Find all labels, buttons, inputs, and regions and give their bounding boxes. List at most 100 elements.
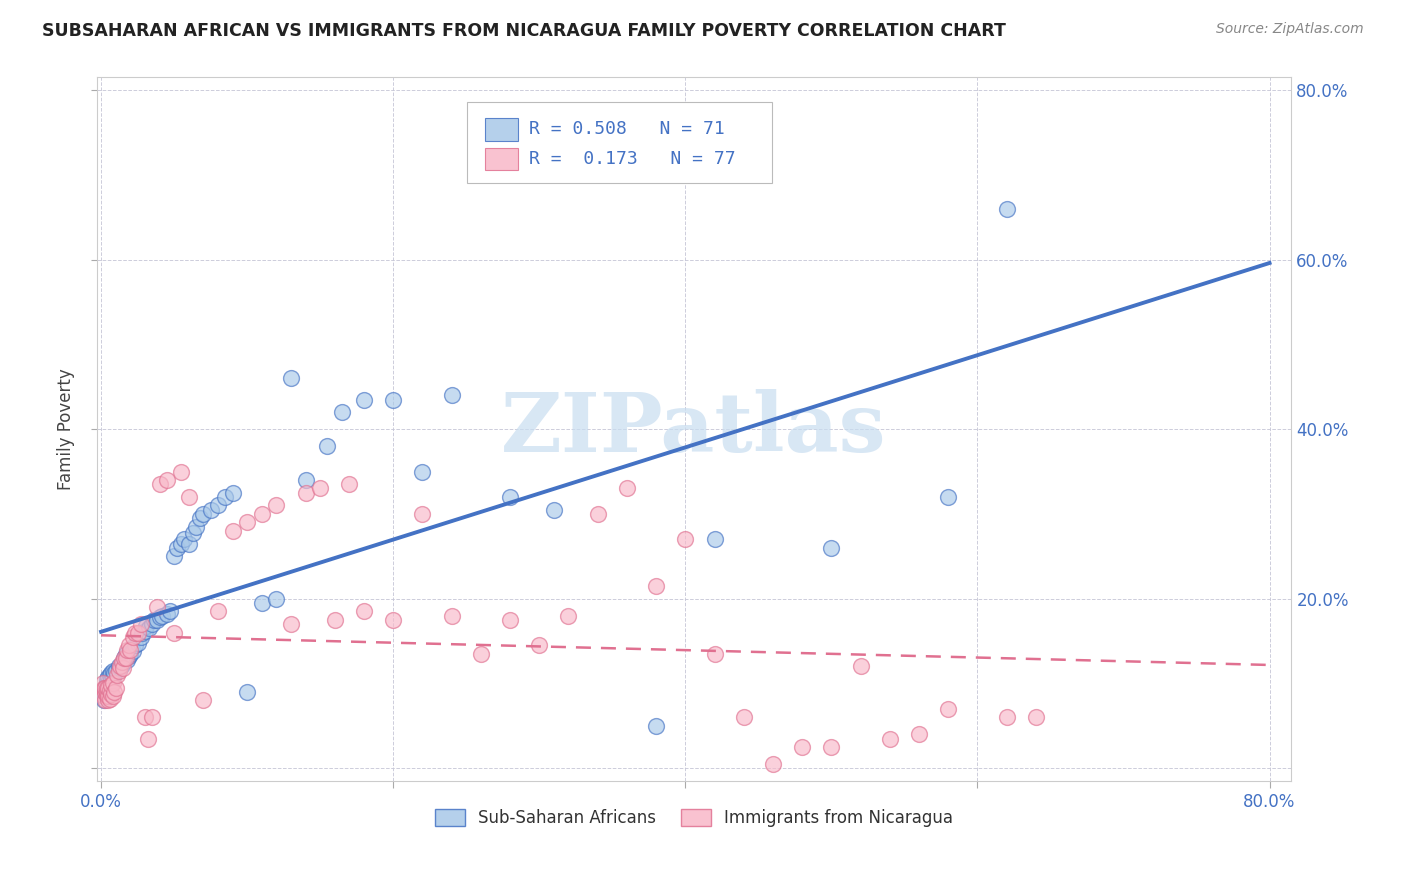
Point [131,625,153,640]
Point [97,670,120,684]
Point [141,617,163,632]
Point [645,719,668,733]
Point [733,710,755,724]
Point [173,533,195,547]
Point [110,655,132,669]
Point [557,608,579,623]
Point [382,392,405,407]
Point [98,676,121,690]
Point [908,727,931,741]
Point [98,691,121,706]
Point [280,617,302,632]
Point [114,651,136,665]
Point [703,647,725,661]
Point [193,693,215,707]
Point [134,710,156,724]
Point [543,502,565,516]
Point [97,681,120,695]
Point [120,647,142,661]
Point [879,731,901,746]
Point [1025,710,1047,724]
Point [138,621,160,635]
Point [616,482,638,496]
Point [184,519,207,533]
Point [330,405,353,419]
Point [111,661,134,675]
Point [103,685,125,699]
Point [101,676,124,690]
Point [499,490,522,504]
Point [101,689,124,703]
Point [156,607,179,621]
Point [193,507,215,521]
Text: R = 0.508   N = 71: R = 0.508 N = 71 [529,120,725,138]
Text: R =  0.173   N = 77: R = 0.173 N = 77 [529,150,735,168]
Point [145,613,167,627]
Point [94,685,117,699]
Point [762,756,785,771]
Point [110,657,132,672]
Point [266,499,288,513]
Point [936,490,959,504]
Point [105,668,128,682]
Point [152,608,174,623]
Text: SUBSAHARAN AFRICAN VS IMMIGRANTS FROM NICARAGUA FAMILY POVERTY CORRELATION CHART: SUBSAHARAN AFRICAN VS IMMIGRANTS FROM NI… [42,22,1007,40]
Point [118,638,141,652]
Point [586,507,609,521]
Point [100,666,122,681]
Point [170,465,193,479]
Point [97,689,120,703]
Point [108,661,131,675]
Point [94,693,117,707]
Point [995,202,1018,216]
Point [250,596,273,610]
Point [316,439,339,453]
Point [170,536,193,550]
Point [97,676,120,690]
Point [294,485,316,500]
Point [163,625,186,640]
Point [97,681,120,695]
Point [250,507,273,521]
Point [382,613,405,627]
Point [200,502,222,516]
Point [936,702,959,716]
Point [207,604,229,618]
Point [309,482,332,496]
Point [135,619,157,633]
Point [353,604,375,618]
Point [117,653,139,667]
Point [93,689,115,703]
Point [115,647,138,661]
Point [792,739,814,754]
Point [159,604,181,618]
Point [703,533,725,547]
Point [148,477,170,491]
Point [96,689,118,703]
Point [100,672,122,686]
Point [129,630,152,644]
Point [323,613,346,627]
Point [100,678,122,692]
Point [124,625,146,640]
Point [94,685,117,699]
Point [849,659,872,673]
Point [129,617,152,632]
Point [148,610,170,624]
Point [91,676,114,690]
Point [411,465,433,479]
Point [411,507,433,521]
Point [166,541,188,555]
Point [221,485,243,500]
Point [440,388,463,402]
Point [645,579,668,593]
Point [108,659,131,673]
Text: ZIPatlas: ZIPatlas [502,389,887,469]
Point [104,681,127,695]
Point [122,644,145,658]
Point [337,477,360,491]
Point [529,638,551,652]
Legend: Sub-Saharan Africans, Immigrants from Nicaragua: Sub-Saharan Africans, Immigrants from Ni… [427,802,960,834]
Point [127,636,149,650]
Point [470,647,492,661]
